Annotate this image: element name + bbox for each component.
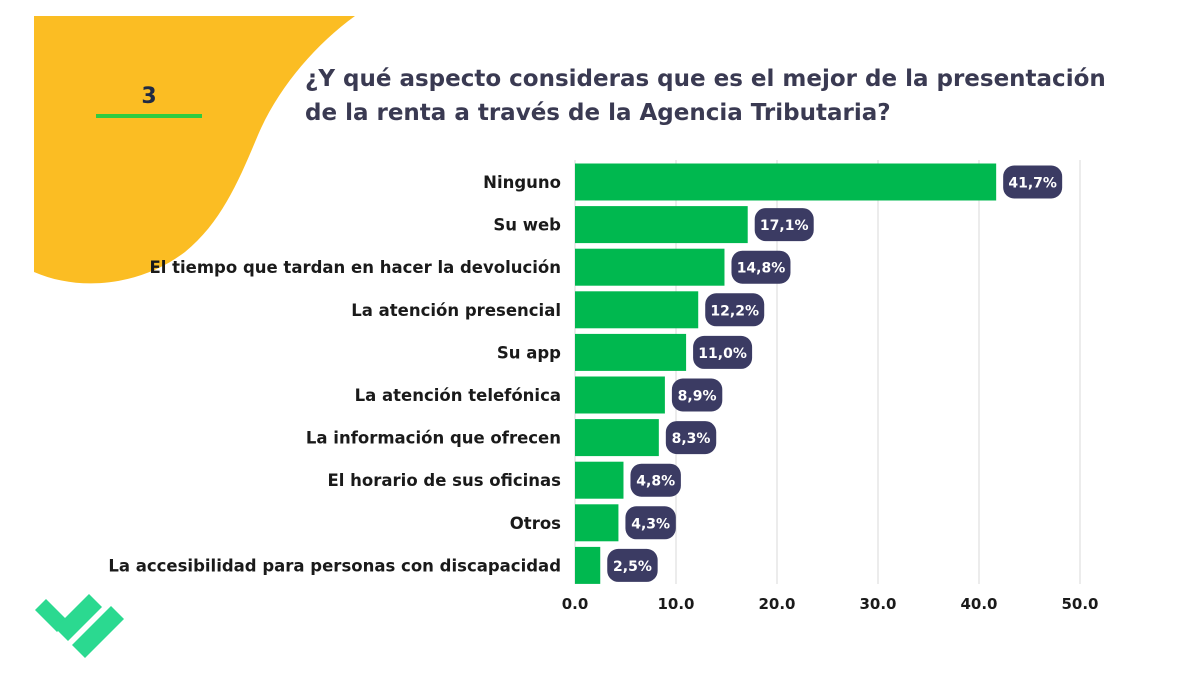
yellow-decoration bbox=[34, 16, 355, 284]
x-tick-label: 10.0 bbox=[657, 595, 694, 613]
brand-logo-icon bbox=[35, 594, 124, 658]
bar bbox=[575, 461, 624, 499]
value-badge bbox=[630, 463, 681, 497]
value-badge bbox=[693, 335, 753, 369]
bar bbox=[575, 291, 699, 329]
value-badge bbox=[671, 378, 723, 412]
value-badge bbox=[705, 293, 765, 327]
title-line-2: de la renta a través de la Agencia Tribu… bbox=[305, 100, 891, 126]
bar bbox=[575, 163, 997, 201]
value-label: 12,2% bbox=[710, 303, 759, 319]
value-badge bbox=[625, 506, 676, 540]
category-label: El horario de sus oficinas bbox=[328, 471, 562, 490]
category-label: Su web bbox=[493, 216, 561, 235]
bar bbox=[575, 546, 601, 584]
page-title: ¿Y qué aspecto consideras que es el mejo… bbox=[305, 62, 1165, 130]
bar bbox=[575, 333, 687, 371]
category-label: La atención telefónica bbox=[355, 386, 561, 405]
slide-number-underline bbox=[96, 114, 202, 118]
value-label: 11,0% bbox=[698, 346, 747, 362]
bar bbox=[575, 376, 665, 414]
x-tick-label: 40.0 bbox=[960, 595, 997, 613]
value-badge bbox=[665, 421, 717, 455]
bar bbox=[575, 206, 748, 244]
x-tick-label: 30.0 bbox=[859, 595, 896, 613]
value-label: 4,3% bbox=[631, 516, 670, 532]
category-label: La información que ofrecen bbox=[306, 429, 561, 448]
x-tick-label: 50.0 bbox=[1061, 595, 1098, 613]
category-label: La accesibilidad para personas con disca… bbox=[108, 556, 561, 575]
category-label: Ninguno bbox=[483, 173, 561, 192]
value-label: 14,8% bbox=[737, 261, 786, 277]
category-label: El tiempo que tardan en hacer la devoluc… bbox=[149, 258, 561, 277]
title-line-1: ¿Y qué aspecto consideras que es el mejo… bbox=[305, 66, 1106, 92]
value-label: 41,7% bbox=[1008, 176, 1057, 192]
value-label: 17,1% bbox=[760, 218, 809, 234]
value-badge bbox=[1003, 165, 1063, 199]
category-label: Su app bbox=[497, 343, 561, 362]
x-tick-label: 0.0 bbox=[562, 595, 589, 613]
yellow-blob-shape bbox=[34, 16, 355, 284]
category-label: La atención presencial bbox=[351, 301, 561, 320]
value-badge bbox=[754, 208, 814, 242]
value-badge bbox=[731, 250, 791, 284]
value-label: 2,5% bbox=[613, 559, 652, 575]
value-label: 8,9% bbox=[678, 389, 717, 405]
value-label: 8,3% bbox=[672, 431, 711, 447]
value-label: 4,8% bbox=[636, 474, 675, 490]
slide-number: 3 bbox=[141, 84, 157, 109]
bar bbox=[575, 504, 619, 542]
x-tick-label: 20.0 bbox=[758, 595, 795, 613]
value-badge bbox=[607, 548, 658, 582]
bar bbox=[575, 419, 659, 457]
bar bbox=[575, 248, 725, 286]
category-label: Otros bbox=[510, 514, 561, 533]
